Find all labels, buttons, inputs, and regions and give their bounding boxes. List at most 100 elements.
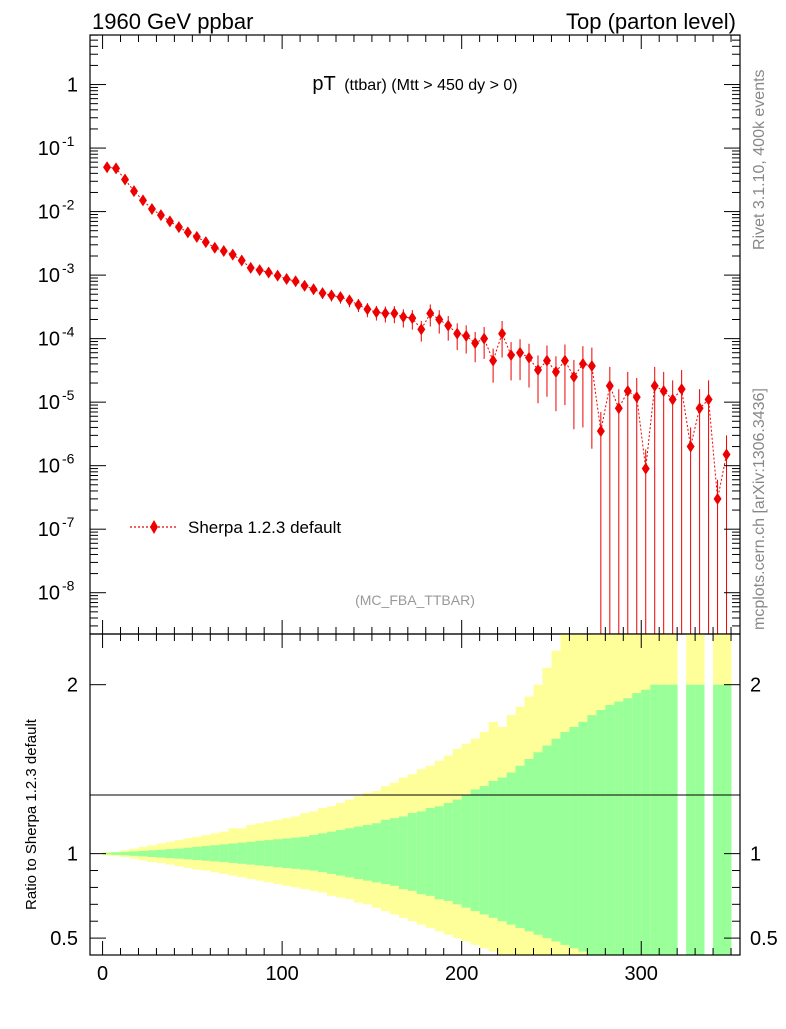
ratio-band-inner (129, 851, 139, 856)
data-point (560, 354, 569, 367)
data-point (174, 221, 183, 234)
ratio-band-inner (138, 850, 148, 857)
ratio-band-inner (488, 780, 498, 918)
ratio-band-inner (452, 799, 463, 905)
ratio-band-inner (461, 794, 472, 908)
data-point (246, 261, 255, 274)
data-point (300, 279, 309, 292)
ratio-frame (89, 633, 741, 956)
ratio-band-inner (569, 726, 579, 949)
data-point (264, 266, 273, 279)
ratio-band-inner (434, 806, 445, 900)
data-point (569, 370, 578, 383)
main-x-ticks (102, 35, 732, 634)
data-point (318, 287, 327, 300)
ratio-band-inner (470, 789, 481, 912)
data-point (399, 310, 408, 323)
ratio-ylabel: Ratio to Sherpa 1.2.3 default (23, 718, 40, 910)
main-ytick-label: 10 (38, 583, 60, 605)
data-point (363, 303, 372, 316)
main-ytick-label: 10 (38, 265, 60, 287)
ratio-xtick-label: 100 (265, 963, 298, 985)
ratio-band-inner (713, 684, 723, 955)
ratio-band-inner (309, 835, 319, 871)
main-frame (89, 34, 741, 635)
ratio-band-inner (255, 840, 265, 866)
data-point (516, 346, 525, 359)
ratio-band-inner (479, 786, 490, 915)
ratio-band-inner (578, 721, 588, 952)
ratio-band-inner (362, 824, 373, 881)
ratio-band-inner (219, 844, 229, 863)
data-point (417, 323, 426, 336)
legend-marker (150, 520, 158, 534)
ratio-band-inner (542, 745, 552, 939)
ratio-x-ticks: 0 100 200 300 (97, 634, 732, 985)
data-point (498, 327, 507, 340)
ratio-band-inner (533, 752, 543, 935)
ratio-xtick-label: 0 (97, 963, 108, 985)
data-point (103, 161, 112, 174)
data-point (659, 384, 668, 397)
ratio-band-inner (201, 846, 211, 861)
main-ytick-label: 10 (38, 456, 60, 478)
ratio-ytick-label-right: 0.5 (750, 928, 778, 950)
ratio-band-inner (327, 831, 337, 874)
data-point (165, 215, 174, 228)
ratio-band-inner (425, 808, 436, 896)
data-point (219, 244, 228, 257)
ratio-band-inner (587, 715, 597, 955)
data-point (435, 313, 444, 326)
ratio-band-inner (174, 848, 184, 859)
ratio-ytick-label-right: 2 (750, 675, 761, 697)
ratio-band-inner (515, 765, 525, 928)
ratio-band-inner (102, 852, 112, 855)
main-ytick-label: 10 (38, 329, 60, 351)
data-point (542, 354, 551, 367)
data-point (390, 307, 399, 320)
ratio-band-inner (641, 689, 651, 955)
ratio-band-inner (165, 849, 175, 859)
main-y-ticks: 110-110-210-310-410-510-610-710-8 (38, 34, 740, 627)
ratio-band-inner (614, 701, 624, 955)
ratio-band-inner (335, 829, 346, 876)
ratio-band-inner (237, 842, 247, 864)
main-series-marks (103, 161, 731, 634)
ratio-band-inner (686, 684, 696, 955)
main-ytick-exponent: -6 (62, 451, 75, 467)
ratio-ytick-label: 0.5 (50, 928, 78, 950)
ratio-band-inner (228, 843, 238, 863)
data-point (623, 384, 632, 397)
main-ytick-exponent: -4 (62, 324, 75, 340)
data-point (237, 254, 246, 267)
ratio-band-inner (344, 828, 355, 878)
ratio-band-inner (282, 838, 292, 868)
data-point (695, 402, 704, 415)
data-point (255, 264, 264, 277)
data-point (381, 307, 390, 320)
data-point (282, 272, 291, 285)
plot-title: pT (ttbar) (Mtt > 450 dy > 0) (312, 73, 517, 95)
data-point (345, 294, 354, 307)
series-line (107, 166, 727, 499)
legend: Sherpa 1.2.3 default (130, 518, 341, 537)
data-point (632, 391, 641, 404)
ratio-band-inner (443, 802, 454, 901)
data-point (480, 332, 489, 345)
ratio-ytick-label: 2 (67, 675, 78, 697)
ratio-band-inner (407, 813, 418, 891)
ratio-band-inner (147, 850, 157, 858)
legend-label: Sherpa 1.2.3 default (188, 518, 341, 537)
data-point (677, 383, 686, 396)
ratio-band-inner (659, 684, 669, 955)
data-point (309, 283, 318, 296)
data-point (471, 337, 480, 350)
data-point (525, 351, 534, 364)
main-panel: 110-110-210-310-410-510-610-710-8 pT (tt… (38, 34, 741, 635)
data-point (354, 298, 363, 311)
data-point (129, 185, 138, 198)
analysis-tag: (MC_FBA_TTBAR) (355, 592, 475, 608)
data-point (210, 241, 219, 254)
data-point (291, 275, 300, 288)
